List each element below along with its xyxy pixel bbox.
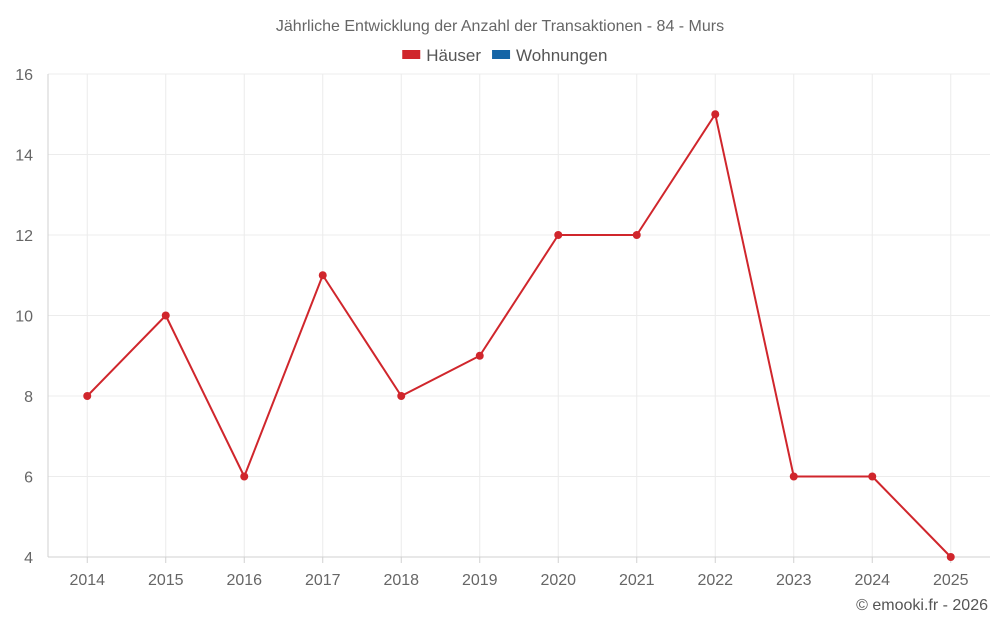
data-point-0-11[interactable] — [946, 553, 955, 561]
chart-title: Jährliche Entwicklung der Anzahl der Tra… — [276, 18, 724, 35]
y-tick-label-5: 14 — [15, 148, 33, 165]
y-tick-label-4: 12 — [15, 228, 33, 245]
x-axis-ticks: 2014 2015 2016 2017 2018 2019 2020 2021 2022 2023… — [69, 572, 968, 589]
x-tick-label-5: 2019 — [462, 572, 498, 589]
data-point-0-8[interactable] — [711, 110, 720, 119]
legend-swatch-0 — [402, 50, 421, 59]
data-point-0-6[interactable] — [554, 231, 563, 239]
x-tick-label-4: 2018 — [383, 572, 419, 589]
y-tick-label-6: 16 — [15, 67, 33, 84]
legend-swatch-1 — [492, 50, 511, 59]
x-tick-label-9: 2023 — [776, 572, 812, 589]
series-group — [83, 110, 955, 561]
data-point-0-2[interactable] — [240, 472, 249, 481]
axes — [47, 74, 990, 558]
x-tick-label-1: 2015 — [148, 572, 184, 589]
x-tick-label-6: 2020 — [540, 572, 576, 589]
y-tick-label-0: 4 — [24, 550, 33, 567]
data-point-0-5[interactable] — [475, 351, 484, 360]
data-point-0-3[interactable] — [318, 271, 327, 280]
x-tick-label-2: 2016 — [226, 572, 262, 589]
data-point-0-1[interactable] — [161, 311, 170, 320]
x-tick-label-11: 2025 — [933, 572, 969, 589]
x-tick-label-8: 2022 — [697, 572, 733, 589]
data-point-0-9[interactable] — [789, 472, 798, 481]
legend-label-0[interactable]: Häuser — [426, 46, 481, 65]
series-line-0 — [86, 113, 952, 558]
legend: Häuser Wohnungen — [402, 46, 607, 65]
y-tick-label-1: 6 — [24, 470, 33, 487]
data-point-0-0[interactable] — [83, 392, 92, 400]
data-point-0-10[interactable] — [868, 472, 877, 481]
data-point-0-7[interactable] — [632, 231, 641, 239]
y-tick-label-2: 8 — [24, 389, 33, 406]
data-point-0-4[interactable] — [397, 392, 406, 400]
y-gridlines — [48, 73, 990, 477]
x-gridlines — [86, 74, 952, 563]
x-tick-label-10: 2024 — [854, 572, 890, 589]
x-tick-label-7: 2021 — [619, 572, 655, 589]
y-axis-ticks: 4 6 8 10 12 14 16 — [15, 67, 33, 567]
y-tick-label-3: 10 — [15, 309, 33, 326]
x-tick-label-0: 2014 — [69, 572, 105, 589]
x-tick-label-3: 2017 — [305, 572, 341, 589]
legend-label-1[interactable]: Wohnungen — [516, 46, 607, 65]
credit-text: © emooki.fr - 2026 — [856, 597, 988, 614]
